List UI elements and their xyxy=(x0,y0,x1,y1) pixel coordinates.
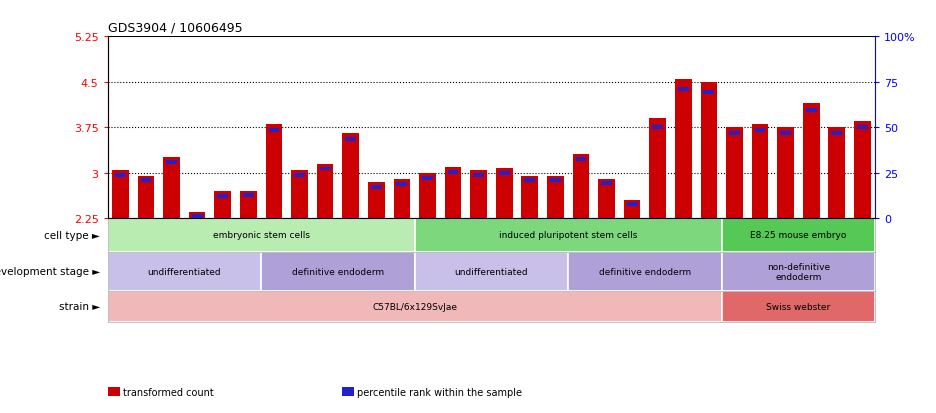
Bar xyxy=(722,252,875,291)
Bar xyxy=(547,176,563,218)
Bar xyxy=(108,218,415,252)
Bar xyxy=(266,125,283,218)
Bar xyxy=(828,128,845,218)
Bar xyxy=(214,191,231,218)
Bar xyxy=(598,179,615,218)
Bar xyxy=(496,169,513,218)
Bar xyxy=(781,131,791,135)
Bar xyxy=(573,155,590,218)
Text: induced pluripotent stem cells: induced pluripotent stem cells xyxy=(499,231,637,240)
Text: definitive endoderm: definitive endoderm xyxy=(599,267,691,276)
Bar xyxy=(831,131,842,135)
Bar xyxy=(243,194,254,198)
Bar xyxy=(112,170,129,218)
Text: Swiss webster: Swiss webster xyxy=(767,302,830,311)
Bar xyxy=(316,164,333,218)
Bar xyxy=(371,185,382,189)
Text: GDS3904 / 10606495: GDS3904 / 10606495 xyxy=(108,21,242,35)
Bar xyxy=(422,176,432,180)
Bar xyxy=(447,170,459,174)
Bar xyxy=(729,131,739,135)
Bar xyxy=(108,291,722,322)
Bar xyxy=(240,191,256,218)
Text: embryonic stem cells: embryonic stem cells xyxy=(212,231,310,240)
Bar xyxy=(499,171,509,175)
Bar xyxy=(320,167,330,171)
Text: transformed count: transformed count xyxy=(123,387,213,397)
Bar xyxy=(189,212,206,218)
Text: development stage ►: development stage ► xyxy=(0,267,100,277)
Text: undifferentiated: undifferentiated xyxy=(148,267,221,276)
Text: non-definitive
endoderm: non-definitive endoderm xyxy=(767,262,830,281)
Text: definitive endoderm: definitive endoderm xyxy=(292,267,384,276)
Bar xyxy=(777,128,794,218)
Bar xyxy=(722,291,875,322)
Bar xyxy=(652,126,663,130)
Bar xyxy=(726,128,743,218)
Bar xyxy=(269,128,279,133)
Bar xyxy=(803,104,820,218)
Bar xyxy=(167,161,177,165)
Bar xyxy=(345,138,356,141)
Bar xyxy=(752,125,768,218)
Bar xyxy=(650,119,666,218)
Bar xyxy=(415,218,722,252)
Bar xyxy=(806,109,816,112)
Bar xyxy=(368,182,385,218)
Bar xyxy=(140,178,152,183)
Bar xyxy=(470,170,487,218)
Bar xyxy=(138,176,154,218)
Bar xyxy=(854,122,870,218)
Bar xyxy=(415,252,568,291)
Bar xyxy=(397,182,407,186)
Bar xyxy=(704,90,714,94)
Bar xyxy=(550,178,561,183)
Bar xyxy=(294,173,305,177)
Bar xyxy=(576,158,586,162)
Text: E8.25 mouse embryo: E8.25 mouse embryo xyxy=(751,231,846,240)
Bar xyxy=(623,200,640,218)
Bar xyxy=(722,218,875,252)
Bar xyxy=(261,252,415,291)
Bar xyxy=(678,88,689,92)
Text: undifferentiated: undifferentiated xyxy=(455,267,528,276)
Bar xyxy=(217,195,228,198)
Bar xyxy=(857,126,868,129)
Bar xyxy=(754,129,766,133)
Text: C57BL/6x129SvJae: C57BL/6x129SvJae xyxy=(373,302,457,311)
Text: cell type ►: cell type ► xyxy=(44,230,100,240)
Bar xyxy=(568,252,722,291)
Bar xyxy=(108,252,261,291)
Bar xyxy=(291,170,308,218)
Bar xyxy=(343,134,359,218)
Bar xyxy=(115,173,125,177)
Bar xyxy=(601,182,612,185)
Bar xyxy=(419,173,436,218)
Bar xyxy=(393,179,410,218)
Text: percentile rank within the sample: percentile rank within the sample xyxy=(357,387,521,397)
Bar xyxy=(700,83,717,218)
Bar xyxy=(445,167,461,218)
Text: strain ►: strain ► xyxy=(59,301,100,311)
Bar xyxy=(524,178,535,183)
Bar xyxy=(163,158,180,218)
Bar xyxy=(474,173,484,177)
Bar xyxy=(627,203,637,207)
Bar xyxy=(192,215,202,219)
Bar xyxy=(675,79,692,218)
Bar xyxy=(521,176,538,218)
